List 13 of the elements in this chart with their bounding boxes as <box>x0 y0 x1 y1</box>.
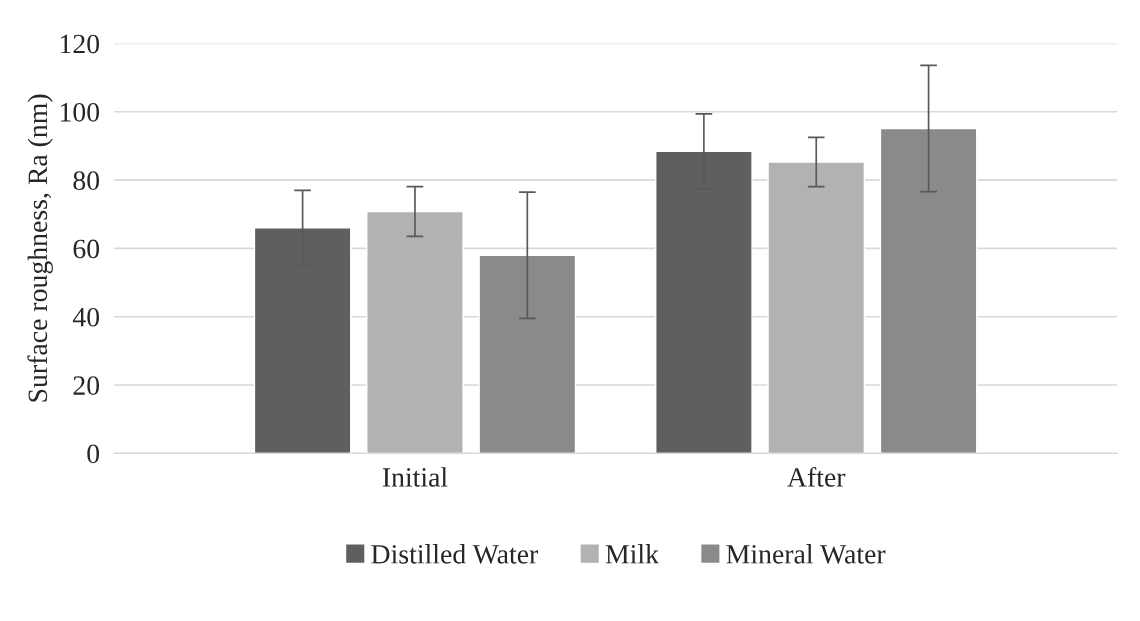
y-tick-label: 40 <box>72 307 100 327</box>
legend-label: Distilled Water <box>371 544 539 564</box>
y-tick-label: 20 <box>73 376 100 395</box>
legend-label: Mineral Water <box>726 544 886 564</box>
x-tick-label: After <box>787 466 846 487</box>
x-tick-label: Initial <box>382 467 448 487</box>
y-tick-label: 80 <box>73 171 100 190</box>
y-tick-label: 0 <box>87 444 100 464</box>
y-tick-label: 60 <box>73 239 100 259</box>
legend-label: Milk <box>605 544 659 564</box>
y-axis-title: Surface roughness, Ra (nm) <box>27 94 53 402</box>
y-tick-label: 120 <box>60 34 100 54</box>
y-tick-label: 100 <box>60 102 100 122</box>
